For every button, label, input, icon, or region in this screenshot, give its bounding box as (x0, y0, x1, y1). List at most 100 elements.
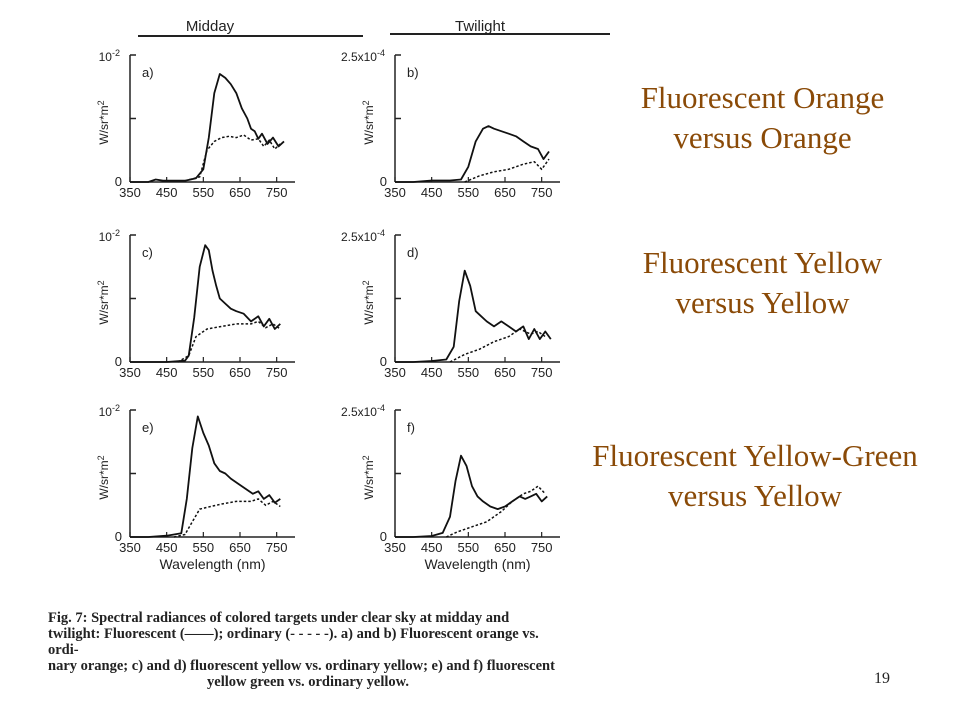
y-axis-label: W/sr*m2 (96, 280, 111, 324)
x-tick-label: 350 (119, 185, 141, 200)
y-zero-label: 0 (380, 354, 387, 369)
x-tick-label: 550 (457, 185, 479, 200)
x-tick-label: 750 (531, 365, 553, 380)
x-tick-label: 550 (192, 540, 214, 555)
x-tick-label: 750 (531, 540, 553, 555)
column-header-twilight: Twilight (454, 18, 506, 35)
x-tick-label: 650 (494, 540, 516, 555)
x-tick-label: 750 (266, 365, 288, 380)
y-zero-label: 0 (380, 174, 387, 189)
series-line-ordinary (464, 158, 550, 183)
panel-b: 350 450 550 650 750 2.5x10-4 0 W/sr*m2 b) (335, 45, 570, 215)
panel-label: d) (407, 245, 419, 260)
series-line-fluorescent (130, 244, 281, 363)
label-line: Fluorescent Yellow-Green (592, 438, 918, 473)
y-axis-label: W/sr*m2 (361, 455, 376, 499)
panel-a: 350 450 550 650 750 10-2 0 W/sr*m2 a) (70, 45, 305, 215)
label-line: Fluorescent Orange (640, 80, 885, 115)
column-header-midday: Midday (185, 18, 235, 35)
y-axis-label: W/sr*m2 (96, 455, 111, 499)
y-top-label: 10-2 (99, 403, 120, 419)
x-tick-label: 450 (421, 540, 443, 555)
panel-c: 350 450 550 650 750 10-2 0 W/sr*m2 c) (70, 225, 305, 395)
series-line-fluorescent (395, 454, 548, 538)
x-tick-label: 650 (229, 540, 251, 555)
page-number: 19 (874, 670, 890, 687)
column-rule-midday (138, 35, 363, 37)
panel-f: 350 450 550 650 750 2.5x10-4 0 W/sr*m2 f) Wavelen… (335, 400, 570, 572)
x-tick-label: 650 (229, 365, 251, 380)
x-tick-label: 650 (229, 185, 251, 200)
label-yellow-green: Fluorescent Yellow-Green versus Yellow (555, 436, 955, 516)
panel-label: e) (142, 420, 154, 435)
y-axis-label: W/sr*m2 (96, 100, 111, 144)
x-axis-label: Wavelength (nm) (424, 556, 530, 572)
figure-caption: Fig. 7: Spectral radiances of colored ta… (48, 610, 568, 690)
x-tick-label: 450 (421, 365, 443, 380)
label-line: versus Yellow (668, 478, 842, 513)
y-zero-label: 0 (380, 529, 387, 544)
caption-line: yellow green vs. ordinary yellow. (207, 674, 409, 690)
caption-line: twilight: Fluorescent (——); ordinary (- … (48, 626, 539, 658)
series-line-ordinary (173, 498, 281, 538)
x-tick-label: 450 (156, 540, 178, 555)
x-tick-label: 350 (384, 540, 406, 555)
panel-label: b) (407, 65, 419, 80)
label-yellow: Fluorescent Yellow versus Yellow (590, 243, 935, 323)
y-top-label: 10-2 (99, 228, 120, 244)
spectral-plot: 350 450 550 650 750 10-2 0 W/sr*m2 e) Wavelength … (96, 403, 295, 572)
spectral-plot: 350 450 550 650 750 2.5x10-4 0 W/sr*m2 d) (341, 228, 560, 380)
panel-label: f) (407, 420, 415, 435)
y-top-label: 10-2 (99, 48, 120, 64)
x-tick-label: 750 (266, 185, 288, 200)
x-tick-label: 750 (266, 540, 288, 555)
spectral-plot: 350 450 550 650 750 2.5x10-4 0 W/sr*m2 f) Wavelen… (341, 403, 560, 572)
y-axis-label: W/sr*m2 (361, 100, 376, 144)
series-line-fluorescent (130, 73, 285, 183)
x-tick-label: 450 (421, 185, 443, 200)
x-tick-label: 450 (156, 185, 178, 200)
label-line: versus Yellow (675, 285, 850, 320)
spectral-plot: 350 450 550 650 750 10-2 0 W/sr*m2 c) (96, 228, 295, 380)
panel-e: 350 450 550 650 750 10-2 0 W/sr*m2 e) Wavelength … (70, 400, 305, 572)
x-tick-label: 550 (457, 365, 479, 380)
x-tick-label: 550 (192, 185, 214, 200)
x-tick-label: 750 (531, 185, 553, 200)
y-zero-label: 0 (115, 174, 122, 189)
x-tick-label: 550 (457, 540, 479, 555)
series-line-ordinary (184, 134, 281, 182)
y-zero-label: 0 (115, 354, 122, 369)
x-tick-label: 350 (384, 365, 406, 380)
caption-line: nary orange; c) and d) fluorescent yello… (48, 658, 555, 674)
spectral-plot: 350 450 550 650 750 10-2 0 W/sr*m2 a) (96, 48, 295, 200)
x-tick-label: 350 (119, 540, 141, 555)
series-line-fluorescent (130, 415, 281, 538)
x-tick-label: 450 (156, 365, 178, 380)
label-line: Fluorescent Yellow (642, 245, 883, 280)
spectral-plot: 350 450 550 650 750 2.5x10-4 0 W/sr*m2 b) (341, 48, 560, 200)
y-top-label: 2.5x10-4 (341, 228, 385, 244)
series-line-fluorescent (395, 269, 552, 363)
figure-scan: Midday Twilight 350 450 550 650 750 10-2 0 W/sr… (60, 0, 615, 690)
y-axis-label: W/sr*m2 (361, 280, 376, 324)
caption-line: Fig. 7: Spectral radiances of colored ta… (48, 610, 510, 626)
label-orange: Fluorescent Orange versus Orange (590, 78, 935, 158)
y-top-label: 2.5x10-4 (341, 48, 385, 64)
panel-label: c) (142, 245, 153, 260)
x-axis-label: Wavelength (nm) (159, 556, 265, 572)
x-tick-label: 350 (119, 365, 141, 380)
label-line: versus Orange (673, 120, 852, 155)
x-tick-label: 350 (384, 185, 406, 200)
x-tick-label: 650 (494, 185, 516, 200)
series-line-ordinary (449, 328, 546, 363)
series-line-fluorescent (395, 125, 550, 183)
x-tick-label: 550 (192, 365, 214, 380)
y-zero-label: 0 (115, 529, 122, 544)
column-rule-twilight (390, 33, 610, 35)
x-tick-label: 650 (494, 365, 516, 380)
series-line-ordinary (445, 485, 546, 538)
panel-d: 350 450 550 650 750 2.5x10-4 0 W/sr*m2 d) (335, 225, 570, 395)
y-top-label: 2.5x10-4 (341, 403, 385, 419)
panel-label: a) (142, 65, 154, 80)
